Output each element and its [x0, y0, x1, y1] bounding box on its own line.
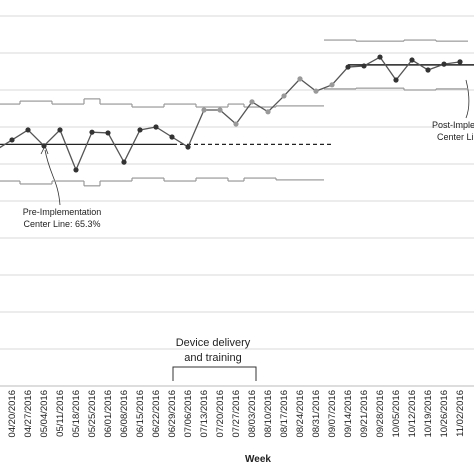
data-point	[345, 64, 351, 70]
x-tick-label: 10/05/2016	[391, 390, 402, 438]
data-point	[201, 107, 207, 113]
data-point	[25, 127, 31, 133]
data-point	[121, 159, 127, 165]
x-tick-label: 10/19/2016	[423, 390, 434, 438]
data-point	[457, 59, 463, 65]
data-point	[361, 63, 367, 69]
data-point	[441, 61, 447, 67]
x-tick-label: 09/28/2016	[375, 390, 386, 438]
x-tick-label: 06/15/2016	[135, 390, 146, 438]
data-point	[249, 99, 255, 105]
x-tick-label: 06/08/2016	[119, 390, 130, 438]
x-tick-label: 05/25/2016	[87, 390, 98, 438]
annotation-arrow	[44, 149, 61, 206]
x-tick-label: 05/18/2016	[71, 390, 82, 438]
x-tick-label: 06/01/2016	[103, 390, 114, 438]
x-tick-label: 07/27/2016	[231, 390, 242, 438]
annotation: Device delivery	[176, 337, 251, 349]
data-point	[185, 144, 191, 150]
x-tick-label: 08/31/2016	[311, 390, 322, 438]
data-point	[105, 130, 111, 136]
x-tick-label: 07/13/2016	[199, 390, 210, 438]
bracket	[172, 366, 257, 381]
x-tick-label: 08/10/2016	[263, 390, 274, 438]
x-tick-label: 08/03/2016	[247, 390, 258, 438]
data-point	[409, 57, 415, 63]
annotation: Post-Implementation	[432, 120, 474, 130]
annotation-arrow	[465, 79, 470, 119]
data-point	[281, 93, 287, 99]
data-point	[41, 143, 47, 149]
x-tick-label: 06/22/2016	[151, 390, 162, 438]
x-tick-label: 08/17/2016	[279, 390, 290, 438]
x-tick-label: 04/27/2016	[23, 390, 34, 438]
data-line	[0, 56, 461, 172]
data-point	[153, 124, 159, 130]
x-axis-label: Week	[245, 454, 271, 465]
x-tick-label: 06/29/2016	[167, 390, 178, 438]
data-point	[297, 76, 303, 82]
x-tick-label: 05/11/2016	[55, 390, 66, 437]
annotation: Pre-Implementation	[23, 207, 102, 217]
x-tick-label: 07/06/2016	[183, 390, 194, 438]
data-point	[425, 67, 431, 73]
x-tick-label: 10/12/2016	[407, 390, 418, 438]
x-tick-label: 05/04/2016	[39, 390, 50, 438]
data-point	[169, 134, 175, 140]
x-tick-label: 08/24/2016	[295, 390, 306, 438]
data-point	[265, 109, 271, 115]
x-tick-label: 04/20/2016	[7, 390, 18, 438]
data-point	[73, 167, 79, 173]
x-tick-label: 09/14/2016	[343, 390, 354, 438]
x-tick-label: 07/20/2016	[215, 390, 226, 438]
data-point	[89, 129, 95, 135]
x-tick-label: 04/13/2016	[0, 390, 2, 438]
data-point	[329, 82, 335, 88]
annotation: and training	[184, 352, 242, 364]
x-tick-label: 09/21/2016	[359, 390, 370, 438]
x-tick-label: 10/26/2016	[439, 390, 450, 438]
data-point	[233, 121, 239, 127]
x-tick-label: 09/07/2016	[327, 390, 338, 438]
data-point	[9, 137, 15, 143]
annotation: Center Line	[437, 132, 474, 142]
data-point	[217, 107, 223, 113]
data-point	[377, 54, 383, 60]
data-point	[57, 127, 63, 133]
data-point	[393, 77, 399, 83]
data-point	[313, 88, 319, 94]
x-tick-label: 11/02/2016	[455, 390, 466, 437]
annotation: Center Line: 65.3%	[23, 219, 100, 229]
data-point	[137, 127, 143, 133]
